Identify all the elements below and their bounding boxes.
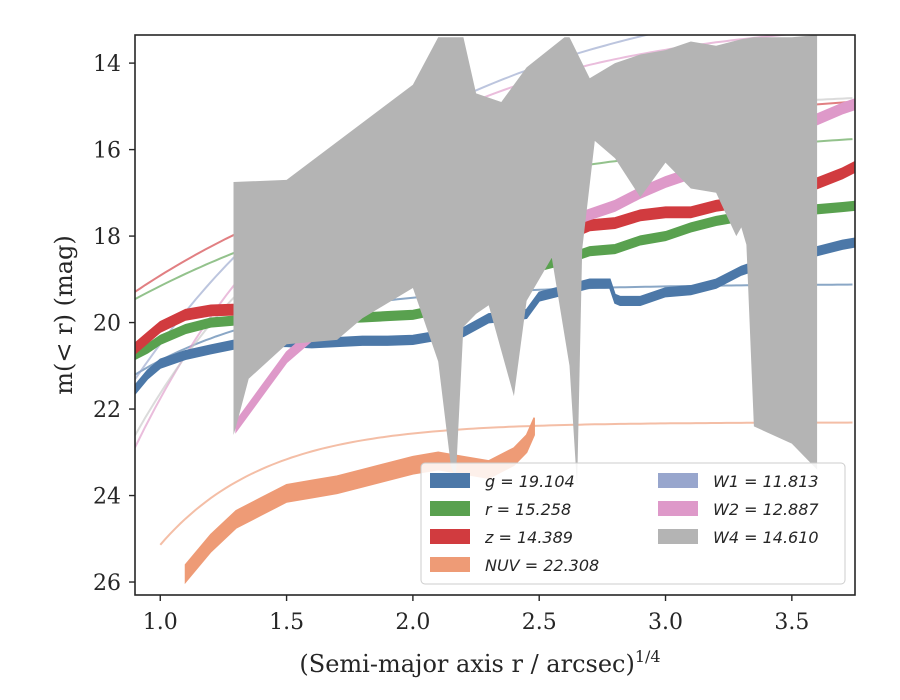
legend-swatch-g <box>430 473 470 488</box>
y-tick-label: 18 <box>93 225 121 250</box>
legend-swatch-z <box>430 529 470 544</box>
x-tick-label: 1.0 <box>143 610 178 635</box>
legend-label-r: r = 15.258 <box>485 500 571 519</box>
x-axis-title-exponent: 1/4 <box>635 647 661 666</box>
x-tick-label: 2.0 <box>395 610 430 635</box>
y-tick-label: 22 <box>93 398 121 423</box>
y-tick-label: 26 <box>93 571 121 596</box>
y-axis-title: m(< r) (mag) <box>50 235 78 394</box>
x-tick-label: 1.5 <box>269 610 304 635</box>
legend-swatch-w1 <box>658 473 698 488</box>
legend-swatch-r <box>430 501 470 516</box>
legend-label-z: z = 14.389 <box>484 528 573 547</box>
y-tick-label: 14 <box>93 52 121 77</box>
legend-swatch-w4 <box>658 529 698 544</box>
y-tick-label: 16 <box>93 139 121 164</box>
legend-label-g: g = 19.104 <box>485 472 575 491</box>
plot-frame <box>134 34 856 596</box>
series-band-nuv <box>184 417 535 585</box>
plot-area <box>135 35 855 585</box>
legend-label-nuv: NUV = 22.308 <box>485 556 599 575</box>
series-band-w4 <box>233 35 818 487</box>
x-tick-label: 2.5 <box>522 610 557 635</box>
legend: g = 19.104 r = 15.258 z = 14.389 NUV = 22.3… <box>420 462 846 585</box>
legend-frame <box>420 462 846 585</box>
y-tick-label: 24 <box>93 485 121 510</box>
x-tick-label: 3.5 <box>774 610 809 635</box>
model-curve-nuv <box>159 421 853 546</box>
legend-label-w4: W4 = 14.610 <box>713 528 819 547</box>
legend-swatch-w2 <box>658 501 698 516</box>
legend-label-w1: W1 = 11.813 <box>713 472 819 491</box>
legend-label-w2: W2 = 12.887 <box>713 500 819 519</box>
x-tick-label: 3.0 <box>648 610 683 635</box>
axis-ticks: 1.0 1.5 2.0 2.5 3.0 3.5 14 16 18 20 22 24 26 <box>93 52 809 635</box>
legend-swatch-nuv <box>430 557 470 572</box>
y-tick-label: 20 <box>93 312 121 337</box>
x-axis-title: (Semi-major axis r / arcsec)1/4 <box>299 647 660 678</box>
